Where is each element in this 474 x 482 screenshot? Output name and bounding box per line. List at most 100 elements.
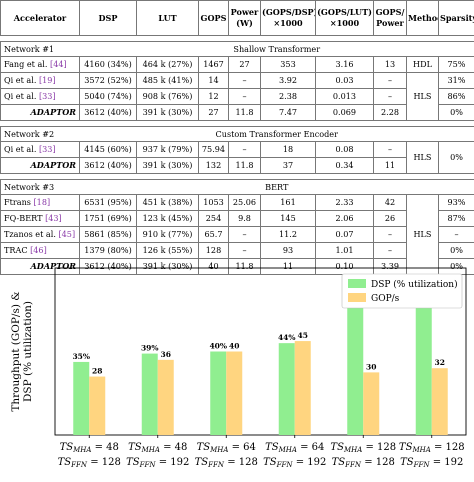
bar-value-label: 30 [366,362,376,371]
table-row: TRAC [46] 1379 (80%) 126 k (55%) 128–93 1.01… [0,242,474,259]
cell-gops: 128 [198,242,229,259]
cell-lut: 451 k (38%) [136,194,199,211]
cell-gops: 1053 [198,194,229,211]
cell-power: 11.8 [228,104,261,121]
column-header: GOPS/ Power [373,0,407,36]
cell-lut: 910 k (77%) [136,226,199,243]
cell-gops-lut: 2.06 [315,210,374,227]
accelerator-name: Qi et al. [33] [0,88,80,105]
table-row: Ftrans [18] 6531 (95%) 451 k (38%) 1053 25.0… [0,194,474,275]
bar-value-label: 28 [92,367,102,376]
table-row: ADAPTOR 3612 (40%) 391 k (30%) 132 11.8 37 0.3… [0,157,474,174]
cell-power: 25.06 [228,194,261,211]
bar-gops [363,372,380,435]
cell-power: 11.8 [228,157,261,174]
cell-gops-lut: 0.08 [315,141,374,158]
cell-method: HLS [406,72,439,121]
cell-dsp: 3612 (40%) [79,258,137,275]
citation-link[interactable]: [45] [58,229,76,239]
accelerator-label: Qi et al. [4,144,39,154]
bar-gops [294,341,311,435]
cell-lut: 908 k (76%) [136,88,199,105]
x-tick-label: TSMHA = 48 [60,442,119,454]
tick-label-value: = 64 [297,442,324,453]
table-row: Tzanos et al. [45] 5861 (85%) 910 k (77%) 6… [0,226,474,243]
accelerator-label: Fang et al. [4,59,51,69]
cell-sparsity: 93% [438,194,474,211]
network-title: BERT [79,179,474,195]
network-title: Custom Transformer Encoder [79,126,474,142]
tick-label-sub: FFN [207,461,225,469]
tick-label-ts: TS [126,457,140,468]
citation-link[interactable]: [44] [50,59,67,69]
section-header-row: Network #2 Custom Transformer Encoder [0,126,474,142]
citation-link[interactable]: [43] [45,213,62,223]
bar-value-label: 36 [161,350,171,359]
cell-method: HDL [406,56,439,73]
citation-link[interactable]: [33] [38,91,56,101]
section-header-row: Network #1 Shallow Transformer [0,41,474,57]
cell-sparsity: 0% [438,242,474,259]
accelerator-name: Ftrans [18] [0,194,80,211]
tick-label-ts: TS [400,457,414,468]
cell-lut: 391 k (30%) [136,104,199,121]
tick-label-sub: MHA [209,446,228,454]
x-tick-label: TSMHA = 128 [399,442,465,454]
bar-value-label: 35% [72,352,90,361]
tick-label-sub: FFN [139,461,157,469]
tick-label-ts: TS [399,442,413,453]
column-header: Sparsity [438,0,474,36]
cell-gops-power: – [373,242,407,259]
cell-power: 9.8 [228,210,261,227]
tick-label-value: = 48 [160,442,187,453]
cell-gops-dsp: 161 [260,194,316,211]
column-header: Method [406,0,439,36]
tick-label-sub: FFN [70,461,88,469]
cell-gops-power: 13 [373,56,407,73]
cell-gops-power: – [373,72,407,89]
plot-frame [54,267,467,436]
y-axis-label-line: DSP (% utilization) [22,301,34,402]
network-label: Network #1 [0,41,80,57]
cell-gops-dsp: 145 [260,210,316,227]
tick-label-ts: TS [332,457,346,468]
cell-power: – [228,242,261,259]
cell-gops-power: 2.28 [373,104,407,121]
accelerator-name: TRAC [46] [0,242,80,259]
cell-sparsity: 87% [438,210,474,227]
tick-label-value: = 192 [430,457,464,468]
cell-dsp: 1751 (69%) [79,210,137,227]
cell-dsp: 5861 (85%) [79,226,137,243]
tick-label-value: = 48 [91,442,118,453]
citation-link[interactable]: [33] [38,144,56,154]
accelerator-name: Qi et al. [19] [0,72,80,89]
cell-gops-dsp: 7.47 [260,104,316,121]
tick-label-value: = 64 [228,442,255,453]
citation-link[interactable]: [19] [38,75,56,85]
bar-gops [431,368,448,435]
legend-entry: DSP (% utilization) [371,279,458,290]
cell-gops-dsp: 11.2 [260,226,316,243]
citation-link[interactable]: [18] [33,197,51,207]
tick-label-value: = 128 [87,457,121,468]
cell-power: – [228,141,261,158]
cell-gops: 132 [198,157,229,174]
cell-power: 27 [228,56,261,73]
cell-lut: 391 k (30%) [136,157,199,174]
bar-gops [226,351,243,435]
bar-dsp [347,299,364,435]
x-tick-label: TSMHA = 48 [128,442,187,454]
tick-label-sub: FFN [276,461,294,469]
cell-gops-lut: 0.34 [315,157,374,174]
bar-dsp [73,361,90,435]
cell-gops-lut: 0.03 [315,72,374,89]
bar-value-label: 45 [298,331,308,340]
cell-sparsity: 0% [438,104,474,121]
accelerator-label: TRAC [4,245,31,255]
tick-label-ts: TS [330,442,344,453]
cell-lut: 126 k (55%) [136,242,199,259]
citation-link[interactable]: [46] [30,245,47,255]
cell-gops: 1467 [198,56,229,73]
cell-dsp: 3612 (40%) [79,157,137,174]
x-tick-label: TSFFN = 128 [195,457,258,469]
